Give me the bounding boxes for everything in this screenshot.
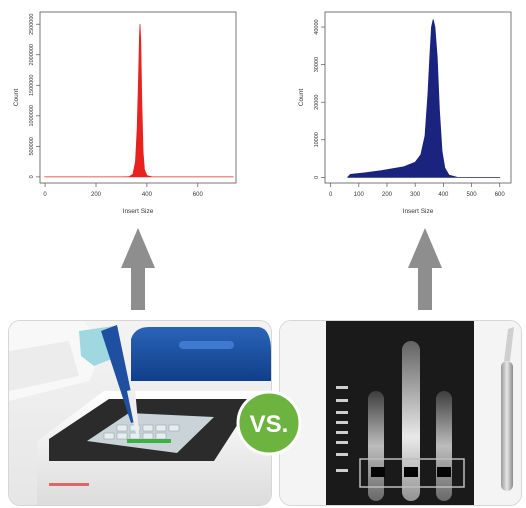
x-tick-label: 100 (354, 192, 365, 198)
x-tick-label: 0 (329, 192, 333, 198)
up-arrow-icon (408, 228, 442, 310)
up-arrow-icon (121, 228, 155, 310)
x-tick-label: 600 (193, 192, 204, 198)
series-area (347, 19, 501, 178)
x-tick-label: 500 (467, 192, 478, 198)
gel-extraction-photo (279, 320, 522, 506)
y-tick-label: 20000 (314, 95, 320, 110)
x-tick-label: 400 (438, 192, 449, 198)
x-axis-label: Insert Size (403, 208, 434, 215)
y-tick-label: 1000000 (29, 105, 35, 126)
y-tick-label: 0 (29, 175, 35, 178)
plot-frame (324, 11, 512, 184)
x-tick-label: 300 (410, 192, 421, 198)
y-tick-label: 10000 (314, 132, 320, 147)
x-tick-label: 400 (142, 192, 153, 198)
plot-frame (39, 11, 237, 184)
y-axis-label: Count (298, 89, 305, 107)
chart-svg-blue: 0 100 200 300 400 500 600 0 10000 20000 30000 40000… (298, 11, 512, 215)
y-tick-label: 1500000 (29, 75, 35, 96)
x-tick-label: 0 (43, 192, 47, 198)
y-tick-label: 500000 (29, 137, 35, 155)
y-tick-label: 30000 (314, 57, 320, 72)
x-tick-label: 200 (91, 192, 102, 198)
vs-label: VS. (250, 411, 289, 438)
automated-instrument-photo (8, 320, 272, 506)
x-axis-label: Insert Size (123, 208, 154, 215)
y-axis-label: Count (13, 89, 20, 107)
y-tick-label: 2000000 (29, 44, 35, 65)
y-tick-label: 0 (314, 176, 320, 179)
x-tick-label: 200 (382, 192, 393, 198)
vs-badge: VS. (236, 390, 302, 456)
x-tick-label: 600 (495, 192, 506, 198)
insert-size-chart-blue: 0 100 200 300 400 500 600 0 10000 20000 30000 40000… (285, 0, 526, 225)
series-area (43, 24, 234, 178)
y-tick-label: 40000 (314, 19, 320, 34)
insert-size-chart-red: 0 200 400 600 0 500000 1000000 1500000 2000000 25… (0, 0, 250, 225)
y-tick-label: 2500000 (29, 14, 35, 35)
chart-svg-red: 0 200 400 600 0 500000 1000000 1500000 2000000 25… (13, 11, 237, 215)
